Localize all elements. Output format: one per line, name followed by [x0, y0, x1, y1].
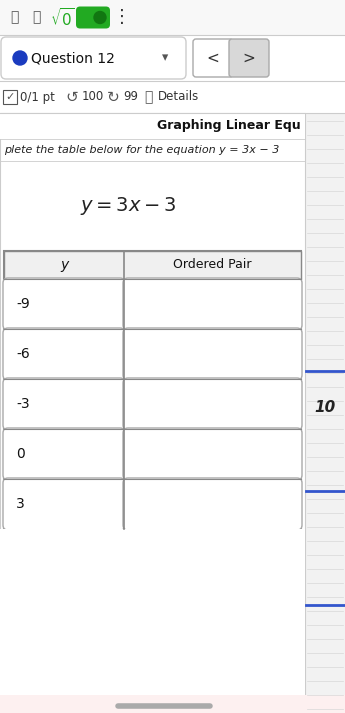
Text: 0: 0 — [16, 447, 25, 461]
Text: -6: -6 — [16, 347, 30, 361]
Text: ↻: ↻ — [107, 90, 119, 105]
Text: $\sqrt{0}$: $\sqrt{0}$ — [50, 6, 75, 29]
Bar — [0, 0, 345, 35]
Text: ▾: ▾ — [162, 51, 168, 64]
Bar — [0, 35, 345, 81]
Text: <: < — [207, 51, 219, 66]
Bar — [4, 251, 301, 279]
Text: 10: 10 — [314, 399, 336, 414]
FancyBboxPatch shape — [123, 378, 302, 430]
Text: Graphing Linear Equ: Graphing Linear Equ — [157, 120, 301, 133]
Text: y: y — [60, 258, 68, 272]
Text: 0/1 pt: 0/1 pt — [20, 91, 55, 103]
Text: 100: 100 — [82, 91, 104, 103]
Bar — [0, 81, 345, 113]
Bar — [0, 529, 305, 713]
Text: 3: 3 — [16, 497, 25, 511]
Text: Ordered Pair: Ordered Pair — [173, 259, 252, 272]
FancyBboxPatch shape — [76, 6, 110, 29]
FancyBboxPatch shape — [3, 478, 125, 530]
FancyBboxPatch shape — [123, 478, 302, 530]
FancyBboxPatch shape — [193, 39, 233, 77]
Text: $y = 3x - 3$: $y = 3x - 3$ — [80, 195, 176, 217]
Text: -9: -9 — [16, 297, 30, 311]
Bar — [0, 113, 305, 713]
Text: -3: -3 — [16, 397, 30, 411]
FancyBboxPatch shape — [3, 278, 125, 330]
Circle shape — [13, 51, 27, 65]
FancyBboxPatch shape — [1, 37, 186, 79]
Text: Question 12: Question 12 — [31, 51, 115, 65]
Text: ⋮: ⋮ — [113, 9, 131, 26]
Text: 🖨: 🖨 — [32, 11, 40, 24]
FancyBboxPatch shape — [229, 39, 269, 77]
Bar — [0, 695, 345, 713]
FancyBboxPatch shape — [3, 428, 125, 480]
FancyBboxPatch shape — [123, 278, 302, 330]
FancyBboxPatch shape — [123, 328, 302, 380]
Text: Details: Details — [158, 91, 199, 103]
Bar — [0, 113, 305, 139]
Circle shape — [94, 11, 106, 24]
Text: 📄: 📄 — [10, 11, 18, 24]
FancyBboxPatch shape — [123, 428, 302, 480]
Text: ⓘ: ⓘ — [144, 90, 152, 104]
Text: plete the table below for the equation y = 3x − 3: plete the table below for the equation y… — [4, 145, 279, 155]
Text: ✓: ✓ — [5, 92, 15, 102]
FancyBboxPatch shape — [3, 328, 125, 380]
FancyBboxPatch shape — [3, 378, 125, 430]
Text: ↺: ↺ — [66, 90, 78, 105]
Bar — [4, 251, 301, 529]
Text: 99: 99 — [123, 91, 138, 103]
Text: >: > — [243, 51, 255, 66]
Bar — [305, 113, 345, 713]
